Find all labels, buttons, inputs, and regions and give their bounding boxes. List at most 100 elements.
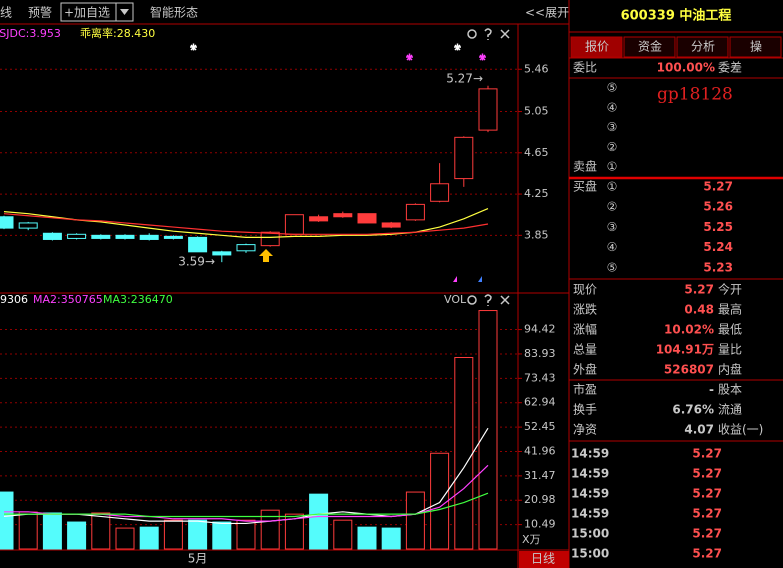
stat-value: 526807	[664, 363, 714, 377]
stat-label: 股本	[718, 383, 742, 397]
tick-time: 14:59	[571, 467, 609, 481]
close-icon[interactable]	[500, 295, 510, 305]
candle-body	[163, 235, 183, 239]
price-label: 5.27→	[446, 71, 483, 85]
volume-bar	[405, 491, 425, 550]
stat-label: 最低	[718, 323, 742, 337]
dropdown-arrow[interactable]	[120, 9, 129, 15]
y-tick-label: 62.94	[524, 396, 556, 409]
toolbar-item[interactable]: 预警	[28, 5, 52, 20]
ratio-value: 100.00%	[657, 61, 715, 75]
close-icon[interactable]	[500, 29, 510, 39]
help-icon[interactable]	[484, 28, 492, 40]
buy-level: ①	[607, 180, 618, 194]
star-marker	[190, 43, 197, 51]
ma-line	[3, 213, 489, 235]
toolbar-item[interactable]: 智能形态	[150, 5, 198, 20]
volume-bar	[381, 527, 401, 550]
volume-bar	[0, 491, 14, 550]
candle-body	[115, 234, 135, 239]
candle-body	[381, 222, 401, 228]
volume-bar	[236, 519, 256, 550]
stat-label: 现价	[573, 283, 597, 297]
candle-body	[139, 234, 159, 240]
y-tick-label: 52.45	[524, 420, 556, 433]
expand-button[interactable]: <<展开	[525, 6, 569, 20]
star-marker	[454, 43, 461, 51]
tick-time: 14:59	[571, 507, 609, 521]
stat-label: 净资	[573, 423, 597, 437]
tab[interactable]: 分析	[691, 40, 715, 54]
volume-bar	[430, 452, 450, 550]
stat-label: 最高	[718, 302, 742, 317]
candle-body	[67, 233, 87, 239]
candle-body	[260, 231, 280, 247]
pane-title: VOL	[444, 293, 467, 306]
volume-bar	[284, 513, 304, 550]
y-tick-label: 4.25	[524, 187, 549, 200]
volume-bar	[454, 356, 474, 550]
tick-price: 5.27	[692, 487, 722, 501]
buy-level: ④	[607, 240, 618, 254]
sell-level: ③	[607, 120, 618, 134]
tab-bg[interactable]	[623, 36, 676, 58]
period-tab[interactable]: 日线	[531, 552, 555, 566]
toolbar-item[interactable]: +加自选	[64, 6, 110, 20]
buy-price: 5.26	[703, 200, 733, 214]
candle-body	[42, 232, 62, 240]
price-label: 3.59→	[178, 255, 215, 269]
stat-value: 5.27	[684, 283, 714, 297]
y-tick-label: 73.43	[524, 371, 556, 384]
volume-bar	[42, 512, 62, 550]
settings-icon[interactable]	[467, 295, 477, 305]
legend-entry: 9306	[0, 293, 28, 306]
tab-bg[interactable]	[676, 36, 729, 58]
volume-bar	[260, 509, 280, 550]
stat-label: 涨幅	[573, 322, 597, 337]
tab[interactable]: 报价	[585, 39, 609, 54]
candle-body	[91, 234, 111, 239]
candle-body	[0, 216, 14, 229]
indicator-label: JSJDC:3.953	[0, 27, 61, 40]
x-tick-label: 5月	[188, 552, 208, 566]
y-tick-label: 3.85	[524, 228, 549, 241]
volume-pane-icons	[467, 294, 510, 306]
stat-value: -	[709, 383, 714, 397]
y-tick-label: 31.47	[524, 469, 556, 482]
tab-bg[interactable]	[570, 36, 623, 58]
stat-value: 10.02%	[664, 323, 714, 337]
triangle-marker	[453, 276, 457, 282]
volume-bar	[478, 310, 498, 550]
tab[interactable]: 资金	[638, 39, 662, 54]
tab-bg[interactable]	[729, 36, 782, 58]
y-tick-label: 20.98	[524, 493, 556, 506]
buy-level: ⑤	[607, 260, 618, 274]
ratio-label: 委比	[573, 61, 597, 75]
settings-icon[interactable]	[467, 29, 477, 39]
star-marker	[406, 53, 413, 61]
add-button-frame[interactable]	[60, 2, 134, 22]
candle-body	[454, 136, 474, 180]
price-pane-icons	[467, 28, 510, 40]
tick-price: 5.27	[692, 527, 722, 541]
candle-body	[236, 244, 256, 252]
tick-time: 14:59	[571, 447, 609, 461]
stat-value: 104.91万	[656, 343, 714, 357]
ma-line	[4, 492, 489, 518]
tab[interactable]: 操	[750, 39, 762, 54]
stat-label: 收益(一)	[718, 423, 763, 437]
stat-label: 量比	[718, 343, 742, 357]
candle-body	[212, 251, 232, 256]
candle-body	[188, 236, 208, 253]
volume-bar	[18, 511, 38, 550]
y-tick-label: 5.05	[524, 105, 549, 118]
help-icon[interactable]	[484, 294, 492, 306]
candle-body	[309, 216, 329, 222]
sell-level: ②	[607, 140, 618, 154]
toolbar-item[interactable]: 线	[0, 6, 12, 20]
star-marker	[479, 53, 486, 61]
period-tab-bg[interactable]	[519, 551, 569, 568]
y-tick-label: 10.49	[524, 518, 556, 531]
y-tick-label: 41.96	[524, 444, 556, 457]
